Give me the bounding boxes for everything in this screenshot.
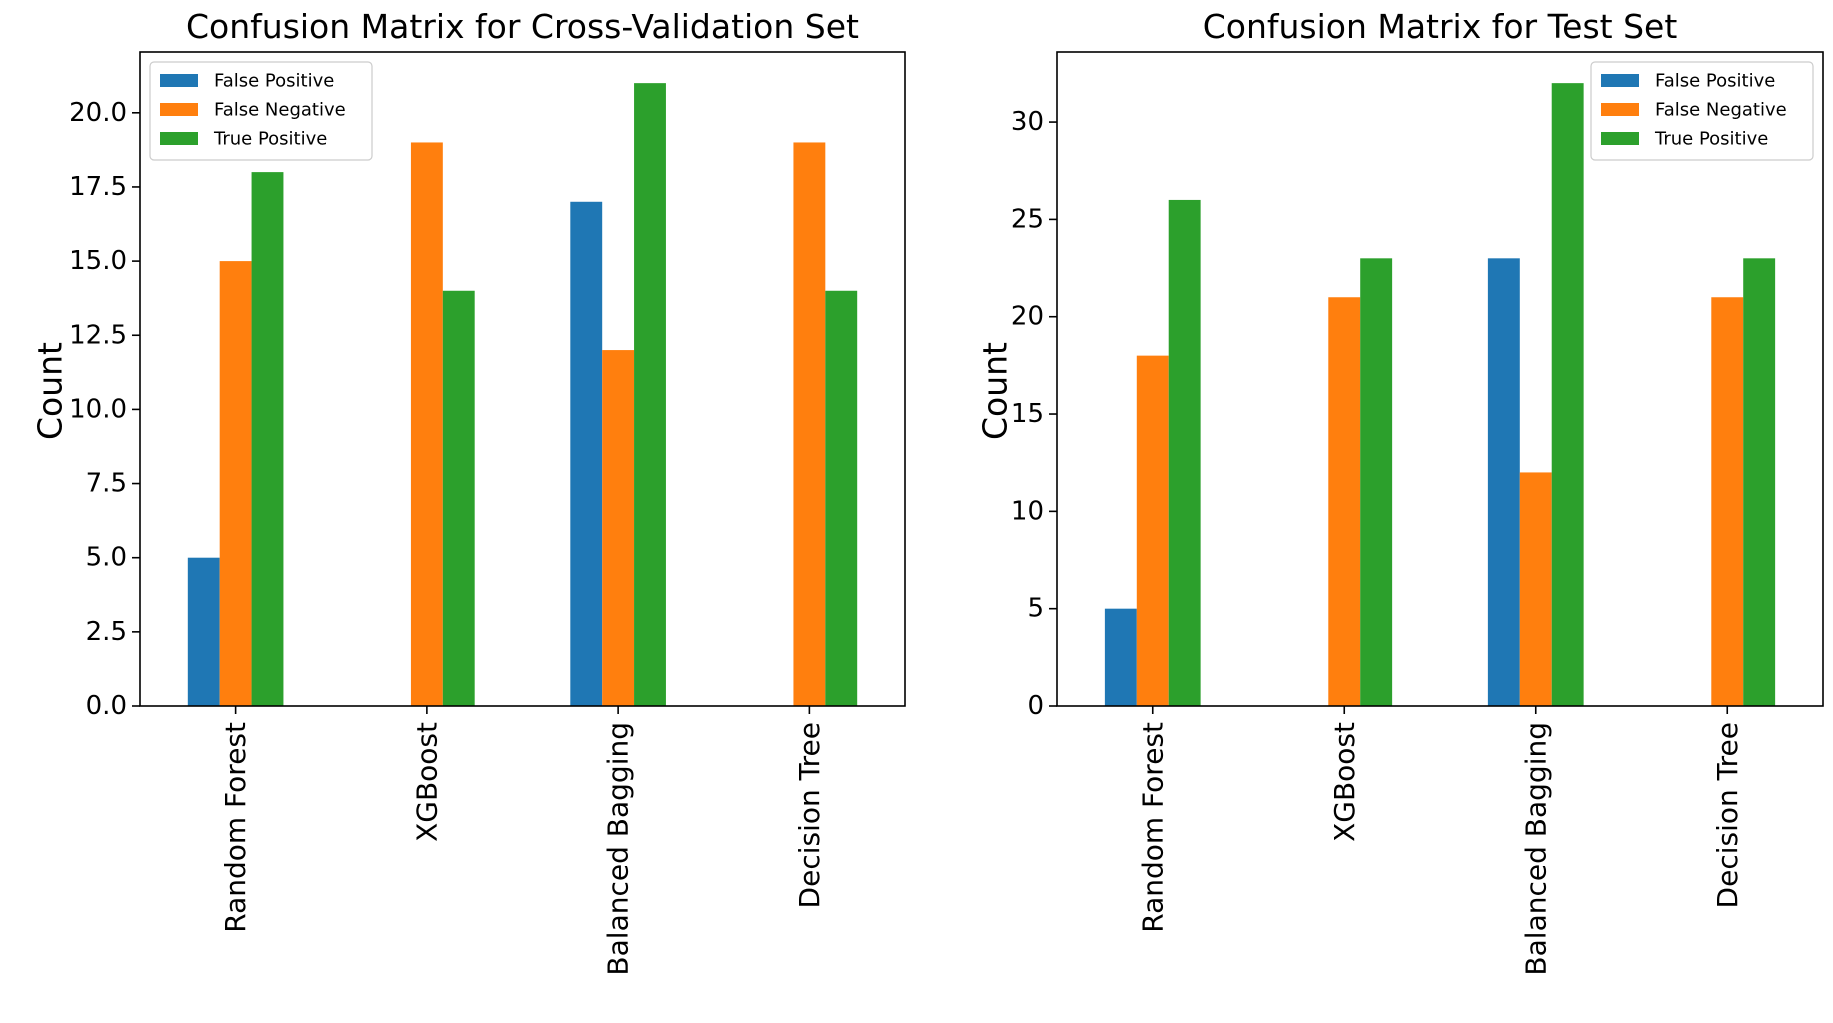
y-tick-label: 12.5 <box>69 320 127 350</box>
bar-false-positive-random-forest <box>1104 608 1137 706</box>
y-tick-label: 5 <box>1027 594 1044 624</box>
bar-false-negative-decision-tree <box>1711 297 1744 706</box>
axes-frame <box>1056 51 1824 707</box>
bar-false-positive-balanced-bagging <box>1487 258 1520 706</box>
bar-false-negative-random-forest <box>1136 355 1169 706</box>
bar-false-negative-decision-tree <box>793 142 826 706</box>
legend-box <box>149 61 373 161</box>
legend-label: True Positive <box>213 129 327 150</box>
y-tick-label: 30 <box>1011 107 1044 137</box>
bar-group <box>187 83 858 706</box>
x-tick-label: Balanced Bagging <box>1519 722 1552 976</box>
y-tick-label: 17.5 <box>69 172 127 202</box>
bar-true-positive-xgboost <box>1360 258 1393 706</box>
y-axis-ticks: 0.0 2.5 5.0 7.5 10.0 12.5 15.0 17.5 20.0 <box>69 98 140 721</box>
legend-swatch <box>1601 103 1639 116</box>
y-tick-label: 10 <box>1011 496 1044 526</box>
axes-frame <box>139 51 906 707</box>
chart-title: Confusion Matrix for Cross-Validation Se… <box>186 7 859 46</box>
chart-title: Confusion Matrix for Test Set <box>1203 7 1678 46</box>
bar-false-positive-random-forest <box>187 557 220 706</box>
legend-swatch <box>160 74 198 87</box>
bar-false-negative-balanced-bagging <box>1519 472 1552 706</box>
y-tick-label: 20 <box>1011 302 1044 332</box>
y-tick-label: 0.0 <box>86 691 127 721</box>
y-tick-label: 0 <box>1027 691 1044 721</box>
bar-true-positive-decision-tree <box>1743 258 1776 706</box>
y-tick-label: 5.0 <box>86 543 127 573</box>
y-tick-label: 15.0 <box>69 246 127 276</box>
x-tick-label: XGBoost <box>1328 722 1361 842</box>
bar-true-positive-balanced-bagging <box>1551 83 1584 706</box>
test-set-chart: Confusion Matrix for Test Set Count 0 5 10… <box>976 7 1824 976</box>
legend: False Positive False Negative True Positiv… <box>149 61 373 161</box>
y-tick-label: 7.5 <box>86 469 127 499</box>
x-axis-ticks: Random Forest XGBoost Balanced Bagging Deci… <box>219 706 826 976</box>
x-tick-label: XGBoost <box>410 722 443 842</box>
x-tick-label: Balanced Bagging <box>602 722 635 976</box>
legend-swatch <box>1601 132 1639 145</box>
bar-false-negative-xgboost <box>410 142 443 706</box>
x-tick-label: Decision Tree <box>793 722 826 908</box>
bar-false-negative-xgboost <box>1328 297 1361 706</box>
y-tick-label: 10.0 <box>69 394 127 424</box>
legend-label: False Negative <box>1655 100 1787 121</box>
bar-group <box>1104 83 1776 706</box>
y-axis-label: Count <box>31 342 70 440</box>
legend-swatch <box>160 103 198 116</box>
x-tick-label: Random Forest <box>1136 722 1169 933</box>
bar-false-negative-random-forest <box>219 261 252 706</box>
legend-label: True Positive <box>1654 129 1768 150</box>
y-tick-label: 20.0 <box>69 98 127 128</box>
legend-box <box>1590 61 1814 161</box>
bar-true-positive-balanced-bagging <box>634 83 666 706</box>
legend-swatch <box>160 132 198 145</box>
bar-false-negative-balanced-bagging <box>602 350 635 706</box>
x-axis-ticks: Random Forest XGBoost Balanced Bagging Deci… <box>1136 706 1744 976</box>
y-axis-label: Count <box>976 342 1015 440</box>
legend-label: False Positive <box>214 71 334 92</box>
legend-swatch <box>1601 74 1639 87</box>
x-tick-label: Random Forest <box>219 722 252 933</box>
y-tick-label: 15 <box>1011 399 1044 429</box>
bar-true-positive-random-forest <box>1168 199 1201 706</box>
bar-true-positive-random-forest <box>251 172 284 706</box>
bar-true-positive-decision-tree <box>825 290 858 706</box>
legend: False Positive False Negative True Positiv… <box>1590 61 1814 161</box>
bar-false-positive-balanced-bagging <box>570 201 603 706</box>
cross-validation-chart: Confusion Matrix for Cross-Validation Se… <box>31 7 906 976</box>
x-tick-label: Decision Tree <box>1711 722 1744 908</box>
legend-label: False Positive <box>1655 71 1775 92</box>
legend-label: False Negative <box>214 100 346 121</box>
y-tick-label: 2.5 <box>86 617 127 647</box>
bar-true-positive-xgboost <box>442 290 475 706</box>
y-tick-label: 25 <box>1011 204 1044 234</box>
y-axis-ticks: 0 5 10 15 20 25 30 <box>1011 107 1057 721</box>
